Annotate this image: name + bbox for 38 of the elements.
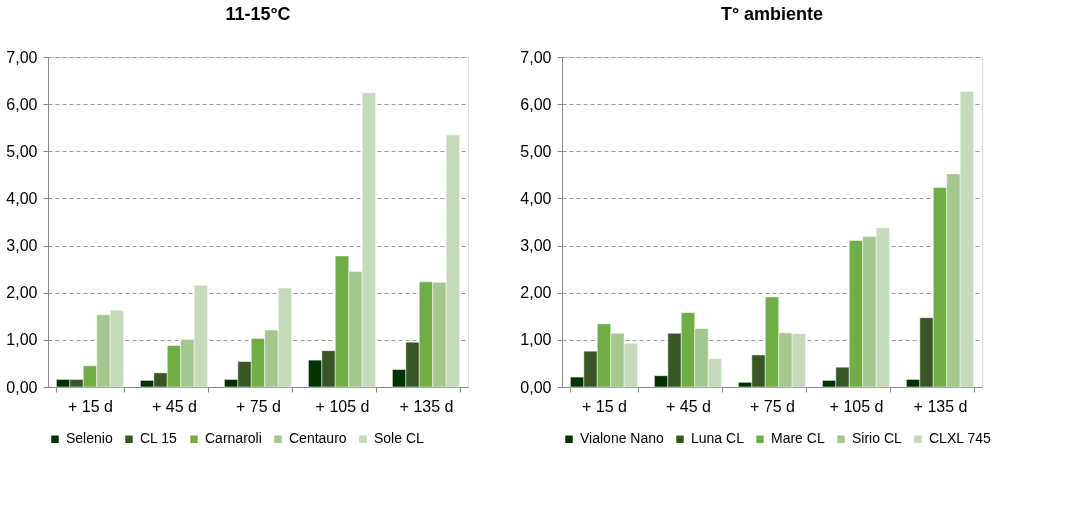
y-tick-label: 6,00 [6,95,38,113]
y-tick-label: 2,00 [6,284,38,302]
y-tick-label: 3,00 [6,237,38,255]
chart-title: T° ambiente [720,4,824,24]
x-tick-label: + 45 d [152,397,197,415]
y-tick-label: 6,00 [520,95,552,113]
y-tick-label: 1,00 [6,331,38,349]
x-tick-label: + 15 d [582,397,627,415]
y-tick-label: 3,00 [520,237,552,255]
legend-label: Luna CL [691,430,745,447]
y-tick-label: 7,00 [520,48,552,66]
y-tick-label: 0,00 [520,378,552,396]
x-tick-label: + 15 d [68,397,113,415]
legend-label: Centauro [289,430,347,447]
chart-title: 11-15°C [225,4,291,24]
x-tick-label: + 45 d [666,397,711,415]
x-tick-label: + 135 d [913,397,968,415]
y-tick-label: 4,00 [520,189,552,207]
x-tick-label: + 75 d [750,397,795,415]
y-tick-label: 4,00 [6,189,38,207]
legend-label: CLXL 745 [929,430,991,447]
y-tick-label: 2,00 [520,284,552,302]
y-tick-label: 7,00 [6,48,38,66]
legend-label: Mare CL [771,430,825,447]
x-tick-label: + 105 d [315,397,370,415]
y-tick-label: 0,00 [6,378,38,396]
legend-label: Vialone Nano [580,430,665,447]
y-tick-label: 1,00 [520,331,552,349]
x-tick-label: + 135 d [399,397,454,415]
legend-label: CL 15 [140,430,178,447]
y-tick-label: 5,00 [6,142,38,160]
legend-label: Selenio [66,430,113,447]
x-tick-label: + 75 d [236,397,281,415]
legend-label: Sole CL [374,430,425,447]
legend-label: Sirio CL [852,430,903,447]
legend-label: Carnaroli [205,430,262,447]
y-tick-label: 5,00 [520,142,552,160]
x-tick-label: + 105 d [829,397,884,415]
